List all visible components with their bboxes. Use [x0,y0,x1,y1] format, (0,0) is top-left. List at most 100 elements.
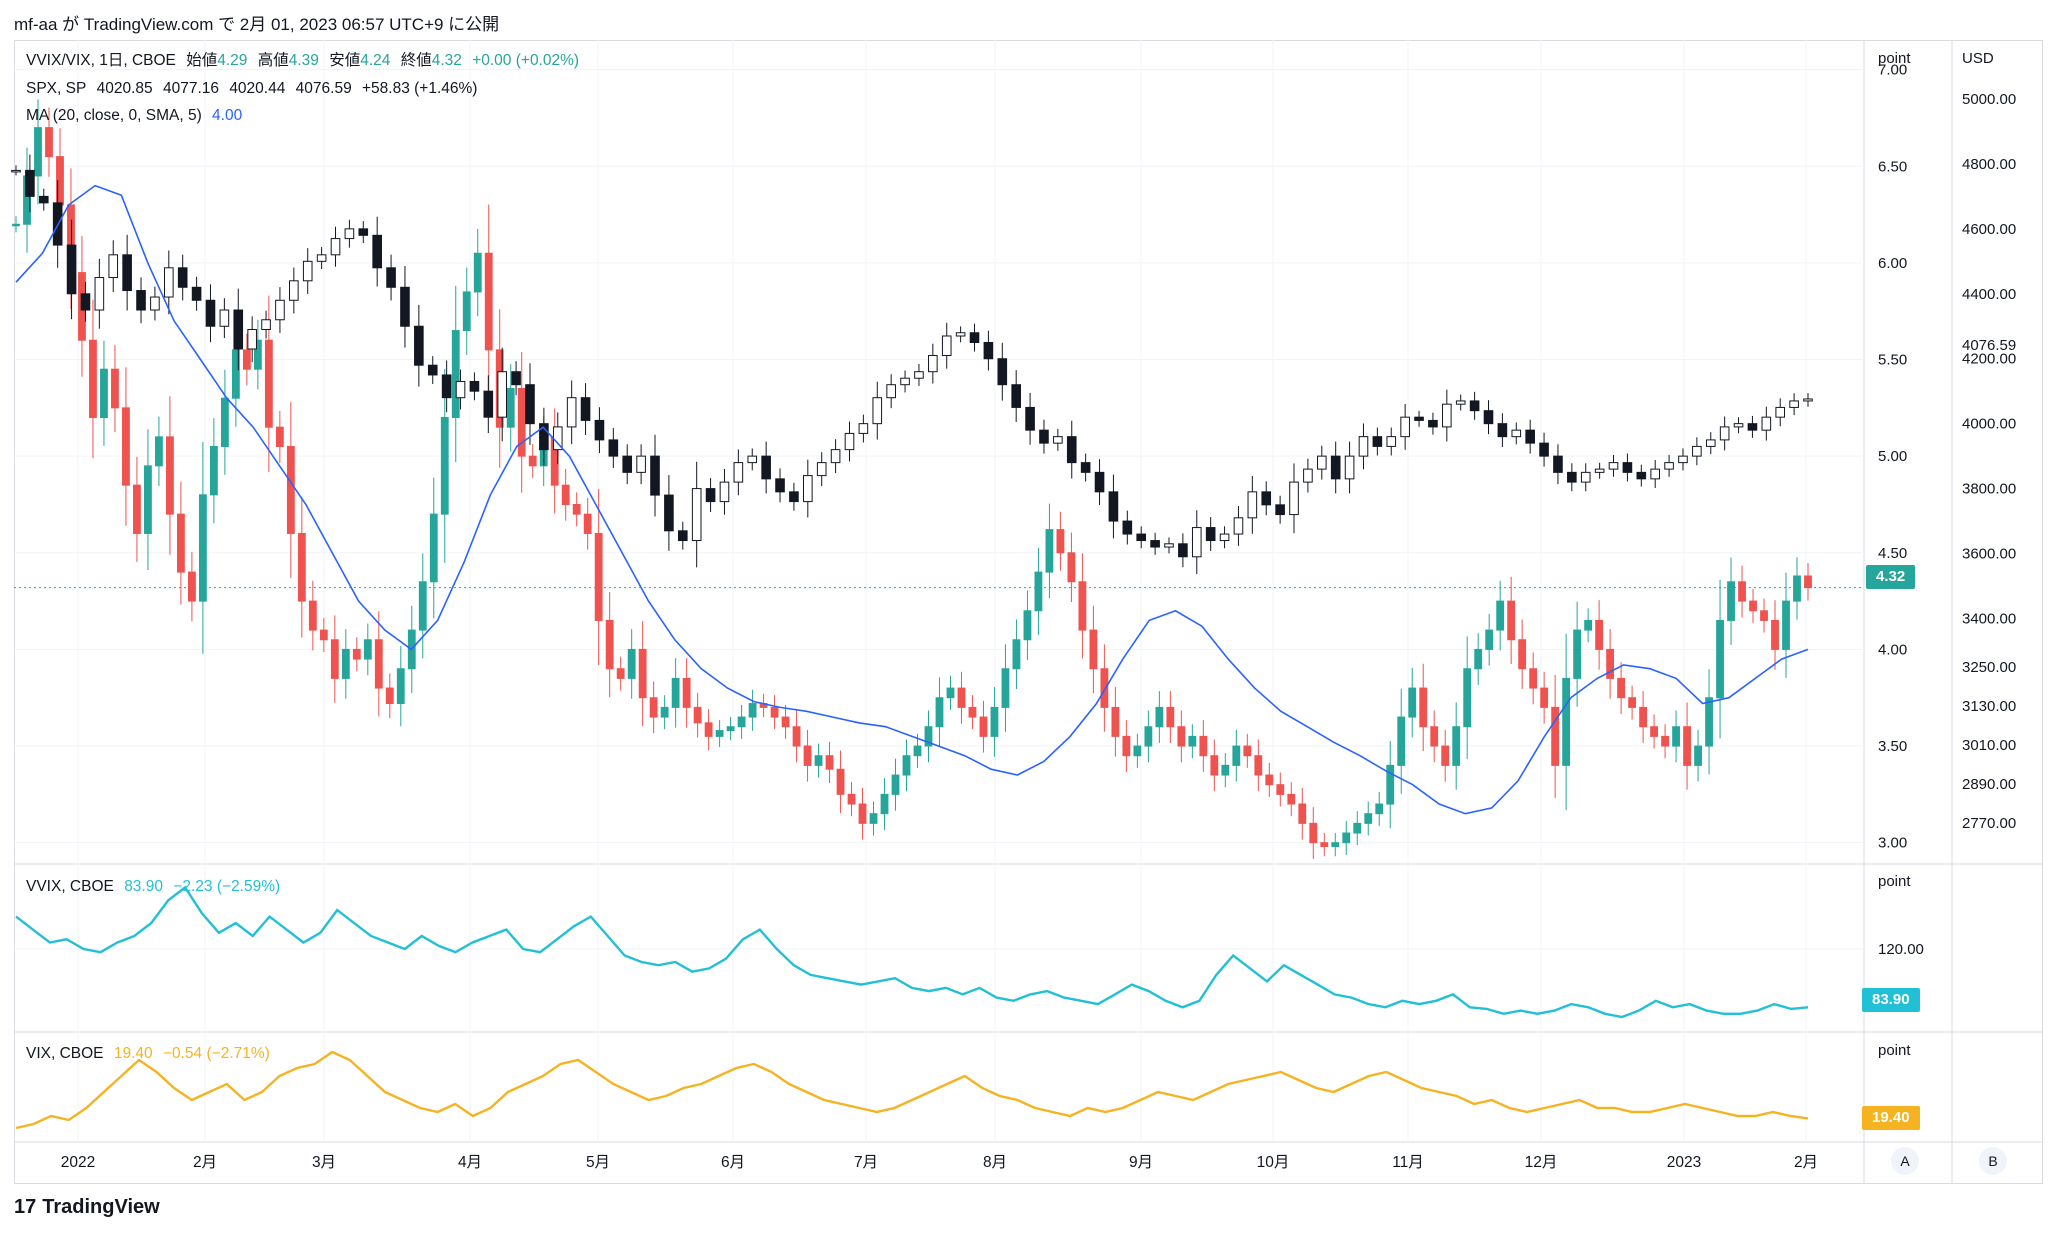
main-open-label: 始値 [186,52,218,69]
spx-candle-body [733,462,744,483]
spx-candle-body [1664,462,1674,470]
spx-close: 4076.59 [295,80,352,97]
vvix-vix-candle-body [715,730,724,737]
spx-candle-body [511,371,521,386]
main-price-scale: 7.00 6.50 6.00 5.50 5.00 4.50 4.00 3.50 3.00 [1878,62,1907,852]
vix-last-value-label: 19.40 [1862,1106,1920,1130]
vvix-vix-candle-body [1089,629,1098,670]
spx-candle-body [1025,406,1035,431]
main-tick-label: 3.00 [1878,835,1907,852]
vvix-vix-candle-body [1287,793,1296,805]
time-axis-label: 6月 [721,1154,745,1171]
time-axis[interactable]: 2022 2月 3月 4月 5月 6月 7月 8月 9月 10月 11月 12月 2023 2月 [61,1154,1818,1171]
spx-high: 4077.16 [162,80,219,97]
tradingview-brand: TradingView [42,1196,160,1218]
vvix-tick-label: 120.00 [1878,941,1924,958]
vvix-vix-candle-body [418,581,427,631]
main-legend[interactable]: VVIX/VIX, 1日, CBOE 始値4.29 高値4.39 安値4.24 … [26,51,585,71]
vvix-line [15,885,1809,1019]
vvix-vix-candle-body [166,436,174,515]
vvix-vix-candle-body [572,503,581,515]
spx-candle-body [789,491,799,503]
vvix-vix-candle-body [1518,639,1527,670]
spx-tick-label: 4000.00 [1962,416,2016,433]
vvix-vix-candle-body [968,706,977,718]
spx-candle-body [316,254,327,262]
spx-candle-body [719,481,730,503]
spx-candle-body [11,169,21,173]
vvix-vix-candle-body [891,774,900,795]
vvix-vix-candle-body [1177,726,1186,747]
vvix-vix-candle-body [100,368,108,419]
spx-candle-body [747,455,758,464]
spx-candle-body [1789,400,1799,408]
vix-legend[interactable]: VIX, CBOE 19.40 −0.54 (−2.71%) [26,1044,276,1064]
spx-candle-body [497,371,508,418]
tradingview-footer[interactable]: 17 TradingView [14,1196,160,1219]
vvix-vix-candle-body [583,513,592,534]
vvix-vix-candle-body [1155,706,1164,728]
spx-candle-body [1080,462,1091,473]
vvix-vix-candle-body [1210,755,1219,776]
vix-change: −0.54 (−2.71%) [162,1045,270,1062]
spx-candle-body [441,374,452,399]
spx-candle-body [122,254,132,292]
spx-candle-body [983,341,994,360]
vvix-vix-candle-body [1144,726,1153,747]
spx-candle-body [1497,423,1508,438]
vvix-vix-candle-body [440,417,449,515]
vvix-vix-candle-body [858,803,867,824]
spx-candle-body [1525,429,1535,444]
vvix-vix-candle-body [1386,764,1395,805]
vvix-vix-candle-body [1331,842,1340,848]
spx-candle-body [66,244,77,295]
vvix-vix-candle-body [89,339,97,419]
vvix-vix-candle-body [242,349,251,370]
vvix-vix-candle-body [231,349,240,399]
vvix-vix-candle-body [1243,745,1252,757]
spx-candle-body [677,530,688,542]
spx-candle-body [1455,400,1466,405]
spx-candle-body [1483,410,1494,425]
vvix-vix-candle-body [1463,668,1472,728]
vvix-vix-candle-body [1276,784,1285,795]
vvix-vix-candle-body [506,388,515,428]
spx-change: +58.83 (+1.46%) [362,80,478,97]
spx-candle-body [1469,400,1480,412]
spx-candle-body [803,475,813,503]
spx-candle-body [525,384,535,425]
spx-candle-body [1414,416,1424,421]
scale-b-button[interactable]: B [1979,1147,2007,1175]
vvix-legend[interactable]: VVIX, CBOE 83.90 −2.23 (−2.59%) [26,877,286,897]
spx-candle-body [1205,527,1216,542]
spx-candle-body [1539,442,1549,457]
spx-candle-body [1316,455,1327,470]
vvix-vix-candle-body [737,716,746,728]
vix-line [15,1050,1809,1130]
time-axis-label: 2022 [61,1154,95,1171]
vvix-vix-candle-body [1749,600,1757,612]
spx-candle-body [622,455,633,473]
vvix-vix-candle-body [1221,764,1230,776]
vvix-vix-candle-body [869,813,878,824]
ma-legend[interactable]: MA (20, close, 0, SMA, 5) 4.00 [26,106,248,126]
vvix-vix-candle-body [1419,687,1428,728]
vvix-vix-candle-body [671,677,680,708]
spx-scale-unit: USD [1962,50,1994,67]
spx-candle-body [386,267,396,288]
vvix-vix-candle-body [297,532,306,602]
spx-candle-body [1094,471,1105,493]
scale-a-button[interactable]: A [1891,1147,1919,1175]
vvix-vix-candle-body [385,687,394,705]
main-tick-label: 7.00 [1878,62,1907,79]
time-axis-label: 11月 [1392,1154,1424,1171]
spx-legend[interactable]: SPX, SP 4020.85 4077.16 4020.44 4076.59 … [26,79,483,99]
spx-candle-body [1775,406,1786,418]
vvix-vix-candle-body [429,513,438,583]
vvix-vix-candle-body [1584,619,1593,631]
time-axis-label: 7月 [854,1154,878,1171]
spx-candle-body [38,195,49,204]
vvix-vix-candle-body [144,465,152,534]
vvix-vix-candle-body [594,532,603,621]
